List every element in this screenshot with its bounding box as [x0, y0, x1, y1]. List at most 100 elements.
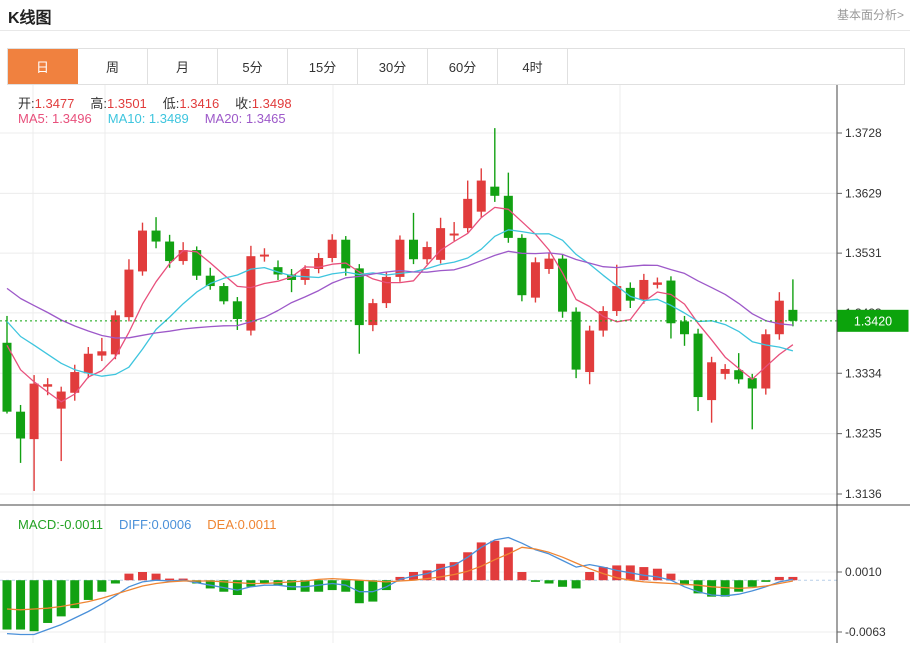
- candle-body: [720, 368, 730, 374]
- candle-body: [43, 384, 53, 387]
- candle-body: [612, 286, 622, 312]
- price-tick-label: 1.3629: [845, 186, 882, 200]
- price-tick-label: 1.3235: [845, 427, 882, 441]
- price-tick-label: 1.3728: [845, 126, 882, 140]
- macd-hist-bar: [707, 580, 717, 597]
- tab-15min[interactable]: 15分: [288, 49, 358, 84]
- macd-hist-bar: [544, 580, 554, 584]
- candle-body: [381, 276, 391, 304]
- macd-hist-bar: [788, 576, 798, 581]
- candle-body: [409, 239, 418, 260]
- macd-tick-label: -0.0063: [845, 625, 886, 639]
- kline-chart-area: 1.37281.36291.35311.34331.33341.32351.31…: [0, 85, 910, 643]
- candle-body: [300, 268, 310, 280]
- candle-body: [558, 258, 568, 312]
- candle-body: [571, 311, 581, 370]
- candle-body: [110, 315, 120, 355]
- candle-body: [205, 275, 215, 287]
- macd-hist-bar: [124, 573, 134, 581]
- macd-hist-bar: [192, 580, 202, 584]
- price-tick-label: 1.3334: [845, 366, 882, 380]
- macd-hist-bar: [530, 580, 540, 582]
- kline-chart[interactable]: 1.37281.36291.35311.34331.33341.32351.31…: [0, 85, 910, 643]
- candle-body: [463, 198, 473, 229]
- macd-hist-bar: [327, 580, 337, 591]
- macd-hist-bar: [381, 580, 391, 591]
- candle-body: [219, 286, 229, 302]
- macd-hist-bar: [43, 580, 53, 623]
- candle-body: [788, 309, 798, 321]
- macd-hist-bar: [56, 580, 66, 617]
- candle-body: [734, 370, 744, 380]
- candle-body: [56, 391, 66, 409]
- candle-body: [83, 353, 93, 374]
- macd-hist-bar: [341, 580, 351, 592]
- candle-body: [774, 300, 784, 335]
- macd-hist-bar: [232, 580, 242, 596]
- macd-hist-bar: [300, 580, 310, 592]
- tab-4hour[interactable]: 4时: [498, 49, 568, 84]
- ma5-line: [6, 206, 794, 403]
- candle-body: [327, 239, 337, 259]
- diff-line: [6, 536, 794, 636]
- macd-hist-bar: [287, 580, 297, 591]
- period-tabbar: 日周月 5分 15分 30分 60分 4时: [7, 48, 905, 85]
- tab-day[interactable]: 日: [8, 49, 78, 84]
- tab-week[interactable]: 周: [78, 49, 148, 84]
- candle-body: [192, 250, 202, 276]
- page-title: K线图: [8, 10, 52, 27]
- macd-hist-bar: [680, 580, 689, 586]
- candle-body: [707, 362, 717, 401]
- candle-body: [490, 186, 500, 196]
- macd-hist-bar: [110, 580, 120, 584]
- macd-hist-bar: [16, 580, 26, 630]
- macd-hist-bar: [476, 542, 486, 581]
- candle-body: [761, 334, 771, 389]
- price-tick-label: 1.3136: [845, 487, 882, 501]
- macd-hist-bar: [436, 563, 446, 581]
- ma20-line: [6, 250, 793, 339]
- candle-body: [16, 411, 26, 439]
- macd-hist-bar: [490, 540, 500, 581]
- macd-hist-bar: [666, 573, 676, 581]
- candle-body: [314, 258, 324, 269]
- macd-hist-bar: [314, 580, 324, 592]
- macd-hist-bar: [463, 552, 473, 581]
- macd-hist-bar: [29, 580, 39, 632]
- candle-body: [232, 301, 242, 319]
- candle-body: [368, 303, 378, 326]
- fundamental-analysis-link[interactable]: 基本面分析>: [836, 8, 904, 22]
- candle-body: [151, 230, 161, 242]
- candle-body: [652, 282, 662, 285]
- price-tag: [837, 309, 909, 332]
- tab-month[interactable]: 月: [148, 49, 218, 84]
- macd-hist-bar: [774, 576, 784, 581]
- candle-body: [747, 378, 757, 389]
- candle-body: [436, 228, 446, 260]
- macd-hist-bar: [652, 568, 662, 581]
- candle-body: [97, 351, 107, 356]
- macd-hist-bar: [97, 580, 107, 592]
- candle-body: [422, 247, 432, 260]
- macd-hist-bar: [639, 567, 649, 581]
- macd-hist-bar: [395, 576, 405, 581]
- candle-body: [666, 280, 676, 324]
- candle-body: [341, 239, 351, 269]
- tab-30min[interactable]: 30分: [358, 49, 428, 84]
- tabbar-filler: [568, 49, 904, 84]
- candle-body: [246, 256, 256, 331]
- macd-hist-bar: [83, 580, 93, 600]
- candle-body: [598, 311, 608, 331]
- price-tag-label: 1.3420: [854, 314, 892, 328]
- candle-body: [70, 372, 80, 393]
- macd-hist-bar: [517, 572, 527, 581]
- candle-body: [354, 268, 364, 326]
- macd-hist-bar: [165, 578, 175, 581]
- candle-body: [124, 269, 134, 318]
- candle-body: [29, 383, 39, 440]
- macd-hist-bar: [422, 570, 432, 581]
- tab-5min[interactable]: 5分: [218, 49, 288, 84]
- candle-body: [476, 180, 486, 212]
- tab-60min[interactable]: 60分: [428, 49, 498, 84]
- candle-body: [639, 279, 649, 300]
